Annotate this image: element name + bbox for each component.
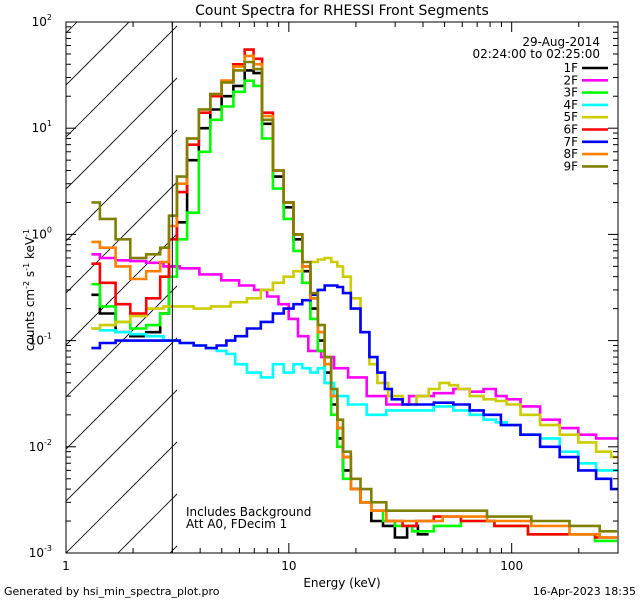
annotation-attenuator: Att A0, FDecim 1: [186, 517, 287, 531]
legend-label-5F: 5F: [563, 110, 578, 124]
series-9F: [91, 60, 617, 533]
hatch-line: [66, 285, 177, 398]
hatch-line: [66, 22, 130, 86]
date-label: 29-Aug-2014: [522, 35, 600, 49]
hatch-line: [66, 25, 177, 138]
hatch-line: [274, 22, 640, 553]
x-tick-label: 1: [62, 559, 70, 573]
annotation-background: Includes Background: [186, 505, 311, 519]
legend-label-6F: 6F: [563, 123, 578, 137]
x-tick-label: 10: [281, 559, 296, 573]
legend-label-4F: 4F: [563, 98, 578, 112]
legend-label-7F: 7F: [563, 135, 578, 149]
hatch-line: [378, 22, 640, 553]
hatch-line: [430, 22, 640, 553]
hatch-line: [66, 441, 177, 553]
y-axis-label: counts cm-2 s-1 keV-1: [22, 229, 37, 351]
legend-label-3F: 3F: [563, 86, 578, 100]
hatch-line: [66, 77, 177, 190]
y-tick-label: 101: [32, 119, 52, 135]
hatch-line: [66, 129, 177, 242]
chart-title: Count Spectra for RHESSI Front Segments: [195, 3, 489, 19]
hatch-line: [66, 233, 177, 346]
legend-label-8F: 8F: [563, 147, 578, 161]
y-tick-label: 102: [32, 13, 52, 29]
time-range-label: 02:24:00 to 02:25:00: [473, 47, 600, 61]
footer-generated-by: Generated by hsi_min_spectra_plot.pro: [4, 585, 220, 598]
y-axis: 10-3 10-2 10-1 100 101 102: [29, 13, 618, 560]
hatch-line: [482, 22, 640, 553]
hatch-line: [66, 22, 78, 34]
legend-label-2F: 2F: [563, 73, 578, 87]
series-5F: [91, 256, 618, 459]
hatch-line: [66, 181, 177, 294]
hatch-line: [534, 22, 640, 553]
hatch-line: [66, 389, 177, 502]
hatch-line: [586, 22, 640, 553]
hatch-line: [117, 493, 177, 553]
y-tick-label: 100: [32, 225, 52, 241]
legend-label-9F: 9F: [563, 159, 578, 173]
series-1F: [91, 69, 429, 539]
legend-label-1F: 1F: [563, 61, 578, 75]
y-tick-label: 10-1: [29, 332, 52, 348]
plot-frame: [65, 21, 619, 554]
x-axis: 1 10 100: [62, 22, 619, 573]
hatch-line: [66, 337, 177, 450]
x-axis-label: Energy (keV): [303, 576, 380, 590]
series-2F: [91, 253, 618, 440]
hatch-region: [66, 22, 640, 553]
series-4F: [91, 327, 618, 472]
series-layer: [91, 48, 618, 543]
footer-timestamp: 16-Apr-2023 18:35: [533, 585, 636, 598]
y-tick-label: 10-2: [29, 438, 52, 454]
series-3F: [91, 79, 617, 543]
hatch-line: [326, 22, 640, 553]
y-tick-label: 10-3: [29, 544, 52, 560]
x-tick-label: 100: [500, 559, 523, 573]
series-7F: [91, 284, 618, 491]
